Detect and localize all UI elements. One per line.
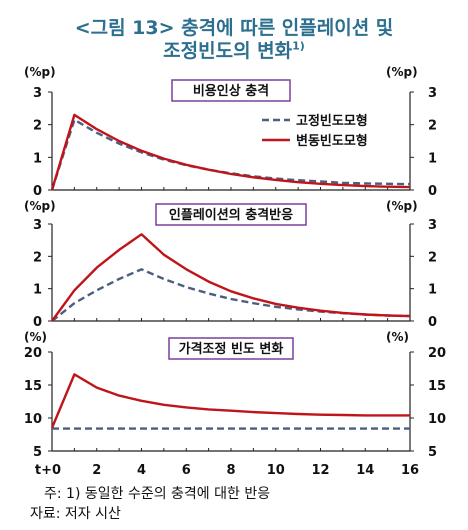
- panel3-unit-left: (%): [24, 330, 47, 344]
- xtick-label: 8: [226, 463, 235, 478]
- panel2-ytick-label-left: 0: [33, 315, 42, 330]
- footnote: 주: 1) 동일한 수준의 충격에 대한 반응: [44, 486, 271, 502]
- panel2-unit-right: (%p): [386, 199, 418, 213]
- panel3-series-variable-line: [50, 373, 410, 429]
- figure-title-line1: <그림 13> 충격에 따른 인플레이션 및: [74, 17, 394, 39]
- panel1-series-variable-line: [50, 113, 411, 191]
- panel2-ytick-label-right: 1: [428, 283, 437, 298]
- panel1-ytick-label-left: 0: [33, 184, 42, 199]
- panel1-series-fixed-line: [50, 118, 411, 191]
- panel2-ytick-label-left: 3: [33, 218, 42, 233]
- panel1-ytick-label-left: 3: [33, 86, 42, 101]
- source-note: 자료: 저자 시산: [30, 506, 121, 522]
- xtick-label: 12: [311, 463, 329, 478]
- panel3-ytick-label-right: 10: [428, 412, 446, 427]
- panel2-series-variable-line: [51, 233, 411, 322]
- figure-title-footnote-mark: 1): [292, 39, 305, 53]
- panel1-ytick-label-left: 1: [33, 151, 42, 166]
- panel3-ytick-label-right: 5: [428, 445, 437, 460]
- panel2-series-fixed-line: [51, 268, 411, 322]
- xtick-label: 10: [267, 463, 285, 478]
- panel2-title-box: [155, 203, 307, 226]
- panel2-ytick-label-right: 0: [428, 315, 437, 330]
- legend-fixed-label: 고정빈도모형: [296, 113, 368, 129]
- panel2-ytick-label-left: 1: [33, 283, 42, 298]
- panel1-title-box: [171, 79, 291, 102]
- panel2-ytick-label-left: 2: [33, 250, 42, 265]
- panel3-ytick-label-left: 15: [24, 379, 42, 394]
- xtick-label: 16: [401, 463, 419, 478]
- panel3-ytick-label-left: 20: [24, 346, 42, 361]
- panel1-ytick-label-right: 0: [428, 184, 437, 199]
- panel3-title-box: [168, 337, 294, 360]
- panel3-ytick-label-right: 15: [428, 379, 446, 394]
- panel1-title: 비용인상 충격: [193, 83, 269, 99]
- panel1-ytick-label-right: 1: [428, 151, 437, 166]
- panel3-ytick-label-right: 20: [428, 346, 446, 361]
- xtick-label: t+0: [35, 463, 61, 478]
- panel2-ytick-label-right: 3: [428, 218, 437, 233]
- figure-title-line2: 조정빈도의 변화1): [0, 40, 468, 62]
- panel3-title: 가격조정 빈도 변화: [179, 341, 284, 357]
- xtick-label: 6: [182, 463, 191, 478]
- panel1-unit-right: (%p): [386, 65, 418, 79]
- panel3-ytick-label-left: 10: [24, 412, 42, 427]
- xtick-label: 2: [92, 463, 101, 478]
- panel2-unit-left: (%p): [24, 199, 56, 213]
- xtick-label: 4: [137, 463, 146, 478]
- panel1-ytick-label-right: 2: [428, 119, 437, 134]
- panel2-ytick-label-right: 2: [428, 250, 437, 265]
- legend-variable-label: 변동빈도모형: [296, 133, 368, 149]
- xtick-label: 14: [356, 463, 374, 478]
- panel1-ytick-label-right: 3: [428, 86, 437, 101]
- panel1-ytick-label-left: 2: [33, 119, 42, 134]
- panel2-title: 인플레이션의 충격반응: [169, 207, 293, 223]
- panel1-unit-left: (%p): [24, 65, 56, 79]
- figure-title-text: 조정빈도의 변화: [163, 40, 293, 62]
- panel3-ytick-label-left: 5: [33, 445, 42, 460]
- panel3-unit-right: (%): [386, 330, 409, 344]
